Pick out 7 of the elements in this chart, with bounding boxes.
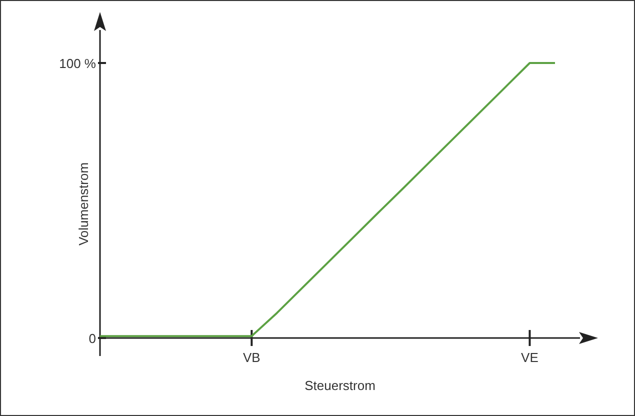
x-tick-label: VB (242, 350, 260, 365)
x-axis-title: Steuerstrom (304, 378, 376, 393)
x-tick-label: VE (521, 350, 539, 365)
y-axis-title: Volumenstrom (76, 162, 91, 246)
line-series (99, 62, 556, 338)
y-tick-label: 100 % (59, 56, 96, 71)
y-tick-label: 0 (88, 331, 96, 346)
